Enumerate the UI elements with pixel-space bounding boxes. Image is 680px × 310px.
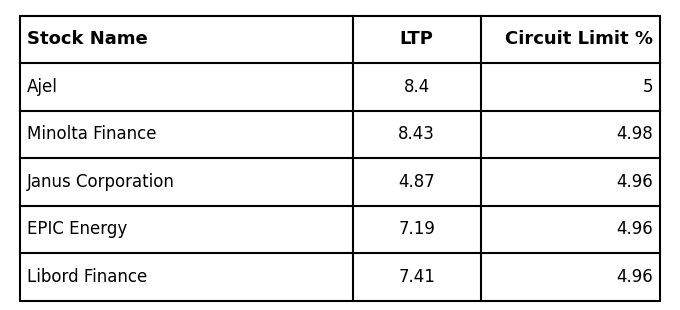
- Text: 8.43: 8.43: [398, 125, 435, 143]
- Text: Circuit Limit %: Circuit Limit %: [505, 30, 653, 48]
- Text: 8.4: 8.4: [403, 78, 430, 96]
- Text: 4.96: 4.96: [616, 220, 653, 238]
- Text: 7.41: 7.41: [398, 268, 435, 286]
- Text: 4.98: 4.98: [616, 125, 653, 143]
- Text: Janus Corporation: Janus Corporation: [27, 173, 175, 191]
- Text: 4.96: 4.96: [616, 268, 653, 286]
- Text: Ajel: Ajel: [27, 78, 58, 96]
- Text: 4.87: 4.87: [398, 173, 435, 191]
- Text: Libord Finance: Libord Finance: [27, 268, 148, 286]
- Text: 7.19: 7.19: [398, 220, 435, 238]
- Text: 4.96: 4.96: [616, 173, 653, 191]
- Text: 5: 5: [643, 78, 653, 96]
- Text: Minolta Finance: Minolta Finance: [27, 125, 156, 143]
- Text: Stock Name: Stock Name: [27, 30, 148, 48]
- Text: LTP: LTP: [400, 30, 434, 48]
- Text: EPIC Energy: EPIC Energy: [27, 220, 127, 238]
